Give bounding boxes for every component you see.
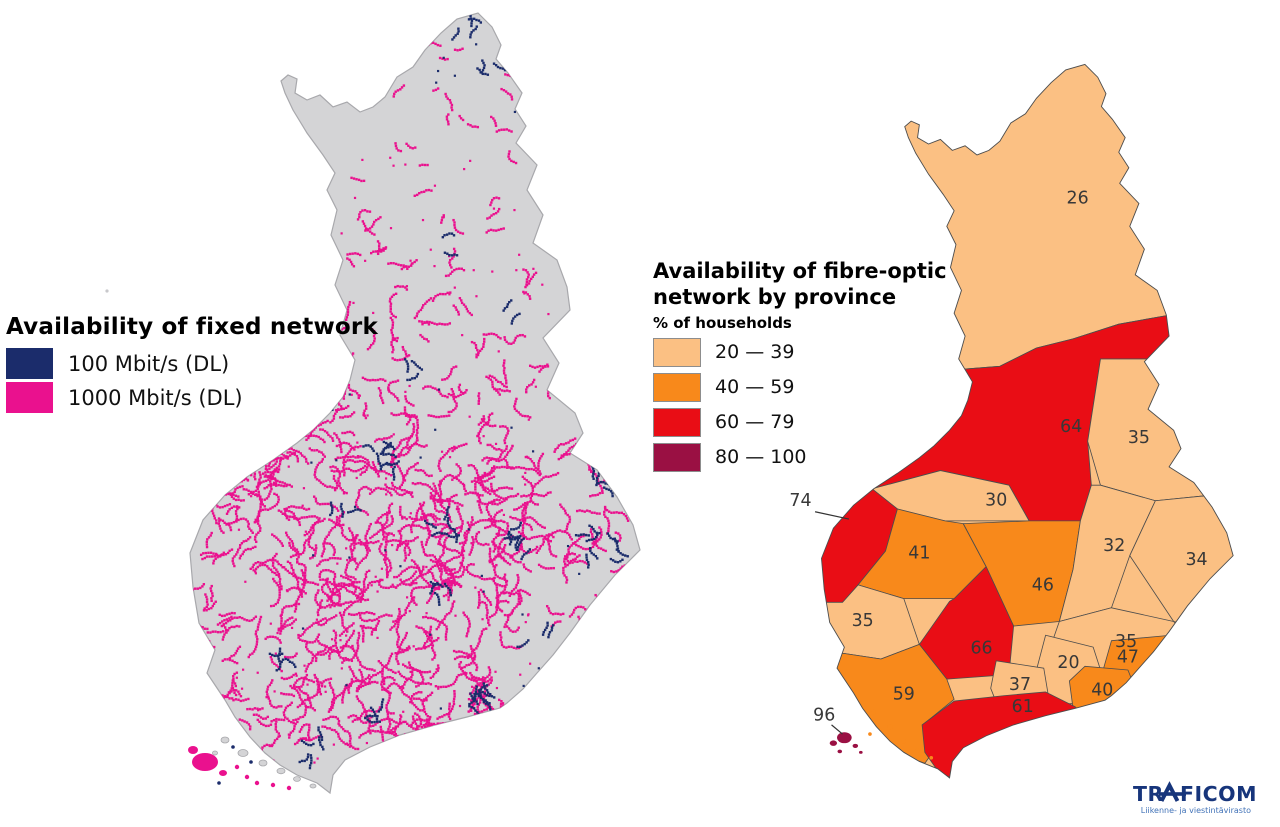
province-value-label: 40 bbox=[1091, 681, 1113, 701]
province-value-label: 74 bbox=[789, 491, 811, 511]
island bbox=[237, 749, 249, 757]
finland-outline bbox=[189, 12, 641, 795]
stray-dot bbox=[105, 289, 109, 293]
fibre-network-legend: Availability of fibre-optic network by p… bbox=[653, 258, 983, 478]
province-value-label: 66 bbox=[971, 639, 993, 659]
islet bbox=[915, 748, 920, 753]
province-value-label: 32 bbox=[1103, 536, 1125, 556]
fixed-legend-title: Availability of fixed network bbox=[6, 314, 378, 340]
legend-label: 1000 Mbit/s (DL) bbox=[68, 385, 243, 410]
fibre-legend-item: 20 — 39 bbox=[653, 337, 983, 367]
legend-swatch bbox=[6, 382, 53, 413]
islet bbox=[929, 755, 934, 760]
legend-label: 60 — 79 bbox=[715, 411, 795, 433]
fibre-legend-title-line2: network by province bbox=[653, 285, 897, 310]
province-value-label: 35 bbox=[1115, 632, 1137, 652]
logo-tagline: Liikenne- ja viestintävirasto bbox=[1141, 806, 1251, 815]
province-value-label: 35 bbox=[852, 611, 874, 631]
province-aland bbox=[852, 743, 859, 749]
logo-crossbar bbox=[1159, 792, 1186, 796]
islet bbox=[901, 739, 907, 744]
province-value-label: 47 bbox=[1117, 648, 1139, 668]
logo-text-ficom: FICOM bbox=[1180, 782, 1257, 806]
finland-outline bbox=[821, 63, 1234, 779]
legend-label: 80 — 100 bbox=[715, 446, 807, 468]
fixed-legend-rows: 100 Mbit/s (DL) 1000 Mbit/s (DL) bbox=[6, 348, 398, 413]
fixed-legend-item: 100 Mbit/s (DL) bbox=[6, 348, 398, 379]
coverage-dots bbox=[190, 13, 640, 771]
logo-a-glyph bbox=[1159, 781, 1180, 802]
island bbox=[276, 767, 286, 775]
province-aland bbox=[837, 749, 843, 754]
legend-label: 40 — 59 bbox=[715, 376, 795, 398]
province-aland bbox=[858, 750, 863, 754]
island-coverage bbox=[192, 753, 218, 771]
province-value-label: 41 bbox=[908, 543, 930, 563]
legend-swatch bbox=[653, 442, 701, 472]
legend-swatch bbox=[653, 337, 701, 367]
legend-label: 20 — 39 bbox=[715, 341, 795, 363]
province-kainuu bbox=[1087, 358, 1234, 502]
island bbox=[309, 783, 317, 789]
leader-line bbox=[831, 724, 843, 735]
island bbox=[220, 736, 230, 744]
province-value-label: 37 bbox=[1009, 675, 1031, 695]
island bbox=[212, 750, 218, 756]
fibre-legend-item: 80 — 100 bbox=[653, 442, 983, 472]
province-value-label: 61 bbox=[1012, 697, 1034, 717]
province-value-label: 64 bbox=[1060, 417, 1082, 437]
province-value-label: 34 bbox=[1185, 550, 1207, 570]
islet bbox=[871, 709, 876, 715]
province-value-label: 20 bbox=[1057, 653, 1079, 673]
province-value-label: 59 bbox=[893, 684, 915, 704]
logo-text-tr: TR bbox=[1133, 782, 1164, 806]
province-value-label: 26 bbox=[1067, 188, 1089, 208]
fibre-legend-title-line1: Availability of fibre-optic bbox=[653, 259, 947, 283]
province-value-label: 35 bbox=[1128, 428, 1150, 448]
islet bbox=[868, 732, 872, 736]
legend-swatch bbox=[653, 407, 701, 437]
province-value-label: 30 bbox=[985, 490, 1007, 510]
legend-swatch bbox=[6, 348, 53, 379]
fibre-legend-item: 60 — 79 bbox=[653, 407, 983, 437]
province-aland bbox=[829, 740, 838, 746]
province-value-label: 96 bbox=[813, 705, 835, 725]
fibre-legend-rows: 20 — 39 40 — 59 60 — 79 80 — 100 bbox=[653, 337, 983, 472]
island bbox=[293, 776, 301, 782]
fixed-legend-item: 1000 Mbit/s (DL) bbox=[6, 382, 398, 413]
fixed-network-legend: Availability of fixed network 100 Mbit/s… bbox=[6, 314, 398, 416]
fibre-legend-subtitle: % of households bbox=[653, 313, 792, 332]
legend-label: 100 Mbit/s (DL) bbox=[68, 351, 230, 376]
province-aland bbox=[837, 732, 852, 744]
leader-line bbox=[814, 511, 850, 520]
province-value-label: 46 bbox=[1032, 575, 1054, 595]
fibre-legend-item: 40 — 59 bbox=[653, 372, 983, 402]
legend-swatch bbox=[653, 372, 701, 402]
fixed-network-map bbox=[105, 12, 641, 795]
islet bbox=[887, 723, 893, 730]
island bbox=[258, 759, 268, 767]
